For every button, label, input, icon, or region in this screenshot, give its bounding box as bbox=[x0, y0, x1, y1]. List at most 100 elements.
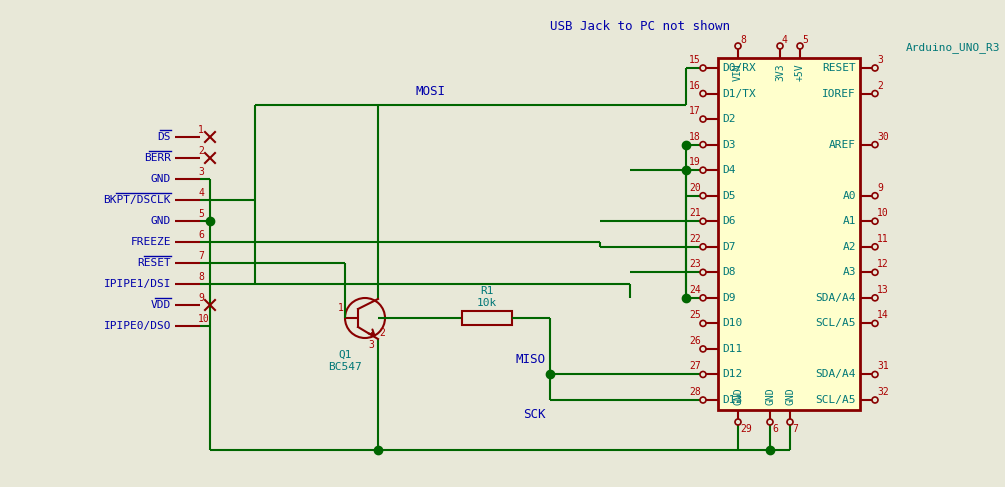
Text: 10: 10 bbox=[877, 208, 888, 218]
Text: D13: D13 bbox=[722, 395, 743, 405]
Circle shape bbox=[872, 320, 878, 326]
Text: SDA/A4: SDA/A4 bbox=[815, 293, 856, 303]
Text: 6: 6 bbox=[772, 424, 778, 434]
Text: RESET: RESET bbox=[822, 63, 856, 73]
Text: 1: 1 bbox=[338, 303, 344, 313]
Circle shape bbox=[700, 193, 706, 199]
Text: 8: 8 bbox=[740, 35, 746, 45]
Text: SCL/A5: SCL/A5 bbox=[815, 395, 856, 405]
Bar bbox=[462, 311, 512, 325]
Text: D5: D5 bbox=[722, 191, 736, 201]
Circle shape bbox=[345, 298, 385, 338]
Text: Q1
BC547: Q1 BC547 bbox=[328, 350, 362, 372]
Circle shape bbox=[700, 372, 706, 377]
Text: 28: 28 bbox=[689, 387, 701, 397]
Text: IOREF: IOREF bbox=[822, 89, 856, 98]
Text: A1: A1 bbox=[842, 216, 856, 226]
Text: 4: 4 bbox=[782, 35, 788, 45]
Text: 20: 20 bbox=[689, 183, 701, 193]
Text: SDA/A4: SDA/A4 bbox=[815, 370, 856, 379]
Text: 31: 31 bbox=[877, 361, 888, 372]
Text: RESET: RESET bbox=[138, 258, 171, 268]
Circle shape bbox=[767, 419, 773, 425]
Text: D10: D10 bbox=[722, 318, 743, 328]
Text: 17: 17 bbox=[689, 106, 701, 116]
Text: 2: 2 bbox=[198, 146, 204, 156]
Text: 22: 22 bbox=[689, 234, 701, 244]
Text: BKPT/DSCLK: BKPT/DSCLK bbox=[104, 195, 171, 205]
Circle shape bbox=[872, 65, 878, 71]
Text: DS: DS bbox=[158, 132, 171, 142]
Circle shape bbox=[872, 193, 878, 199]
Text: A2: A2 bbox=[842, 242, 856, 252]
Text: D1/TX: D1/TX bbox=[722, 89, 756, 98]
Circle shape bbox=[700, 142, 706, 148]
Text: D6: D6 bbox=[722, 216, 736, 226]
Bar bbox=[718, 58, 860, 410]
Text: D3: D3 bbox=[722, 140, 736, 150]
Circle shape bbox=[872, 91, 878, 96]
Text: 4: 4 bbox=[198, 188, 204, 198]
Text: 3: 3 bbox=[368, 340, 374, 350]
Circle shape bbox=[787, 419, 793, 425]
Text: D7: D7 bbox=[722, 242, 736, 252]
Circle shape bbox=[872, 397, 878, 403]
Text: IPIPE0/DSO: IPIPE0/DSO bbox=[104, 321, 171, 331]
Text: A0: A0 bbox=[842, 191, 856, 201]
Text: D9: D9 bbox=[722, 293, 736, 303]
Circle shape bbox=[872, 218, 878, 224]
Text: 2: 2 bbox=[877, 80, 882, 91]
Circle shape bbox=[872, 372, 878, 377]
Circle shape bbox=[735, 419, 741, 425]
Circle shape bbox=[700, 218, 706, 224]
Text: 25: 25 bbox=[689, 310, 701, 320]
Text: 5: 5 bbox=[802, 35, 808, 45]
Text: 1: 1 bbox=[198, 125, 204, 135]
Text: 14: 14 bbox=[877, 310, 888, 320]
Text: USB Jack to PC not shown: USB Jack to PC not shown bbox=[550, 20, 730, 33]
Text: 27: 27 bbox=[689, 361, 701, 372]
Text: 7: 7 bbox=[198, 251, 204, 261]
Text: 3V3: 3V3 bbox=[775, 63, 785, 81]
Text: 10: 10 bbox=[198, 314, 210, 324]
Text: D2: D2 bbox=[722, 114, 736, 124]
Circle shape bbox=[700, 167, 706, 173]
Text: D11: D11 bbox=[722, 344, 743, 354]
Circle shape bbox=[700, 346, 706, 352]
Text: 24: 24 bbox=[689, 285, 701, 295]
Text: MOSI: MOSI bbox=[415, 85, 445, 98]
Text: FREEZE: FREEZE bbox=[131, 237, 171, 247]
Text: 29: 29 bbox=[740, 424, 752, 434]
Text: 30: 30 bbox=[877, 131, 888, 142]
Text: +5V: +5V bbox=[795, 63, 805, 81]
Circle shape bbox=[700, 116, 706, 122]
Text: AREF: AREF bbox=[829, 140, 856, 150]
Text: 3: 3 bbox=[198, 167, 204, 177]
Text: 11: 11 bbox=[877, 234, 888, 244]
Text: IPIPE1/DSI: IPIPE1/DSI bbox=[104, 279, 171, 289]
Text: D12: D12 bbox=[722, 370, 743, 379]
Circle shape bbox=[700, 295, 706, 301]
Text: 32: 32 bbox=[877, 387, 888, 397]
Circle shape bbox=[872, 142, 878, 148]
Text: 18: 18 bbox=[689, 131, 701, 142]
Text: 13: 13 bbox=[877, 285, 888, 295]
Text: GND: GND bbox=[151, 216, 171, 226]
Text: A3: A3 bbox=[842, 267, 856, 277]
Circle shape bbox=[872, 295, 878, 301]
Text: 15: 15 bbox=[689, 55, 701, 65]
Circle shape bbox=[700, 244, 706, 250]
Text: 9: 9 bbox=[877, 183, 882, 193]
Text: SCK: SCK bbox=[524, 408, 546, 421]
Circle shape bbox=[700, 91, 706, 96]
Circle shape bbox=[700, 397, 706, 403]
Text: 19: 19 bbox=[689, 157, 701, 167]
Circle shape bbox=[700, 65, 706, 71]
Text: 3: 3 bbox=[877, 55, 882, 65]
Text: D4: D4 bbox=[722, 165, 736, 175]
Text: 6: 6 bbox=[198, 230, 204, 240]
Text: 9: 9 bbox=[198, 293, 204, 303]
Text: 12: 12 bbox=[877, 259, 888, 269]
Text: SCL/A5: SCL/A5 bbox=[815, 318, 856, 328]
Circle shape bbox=[797, 43, 803, 49]
